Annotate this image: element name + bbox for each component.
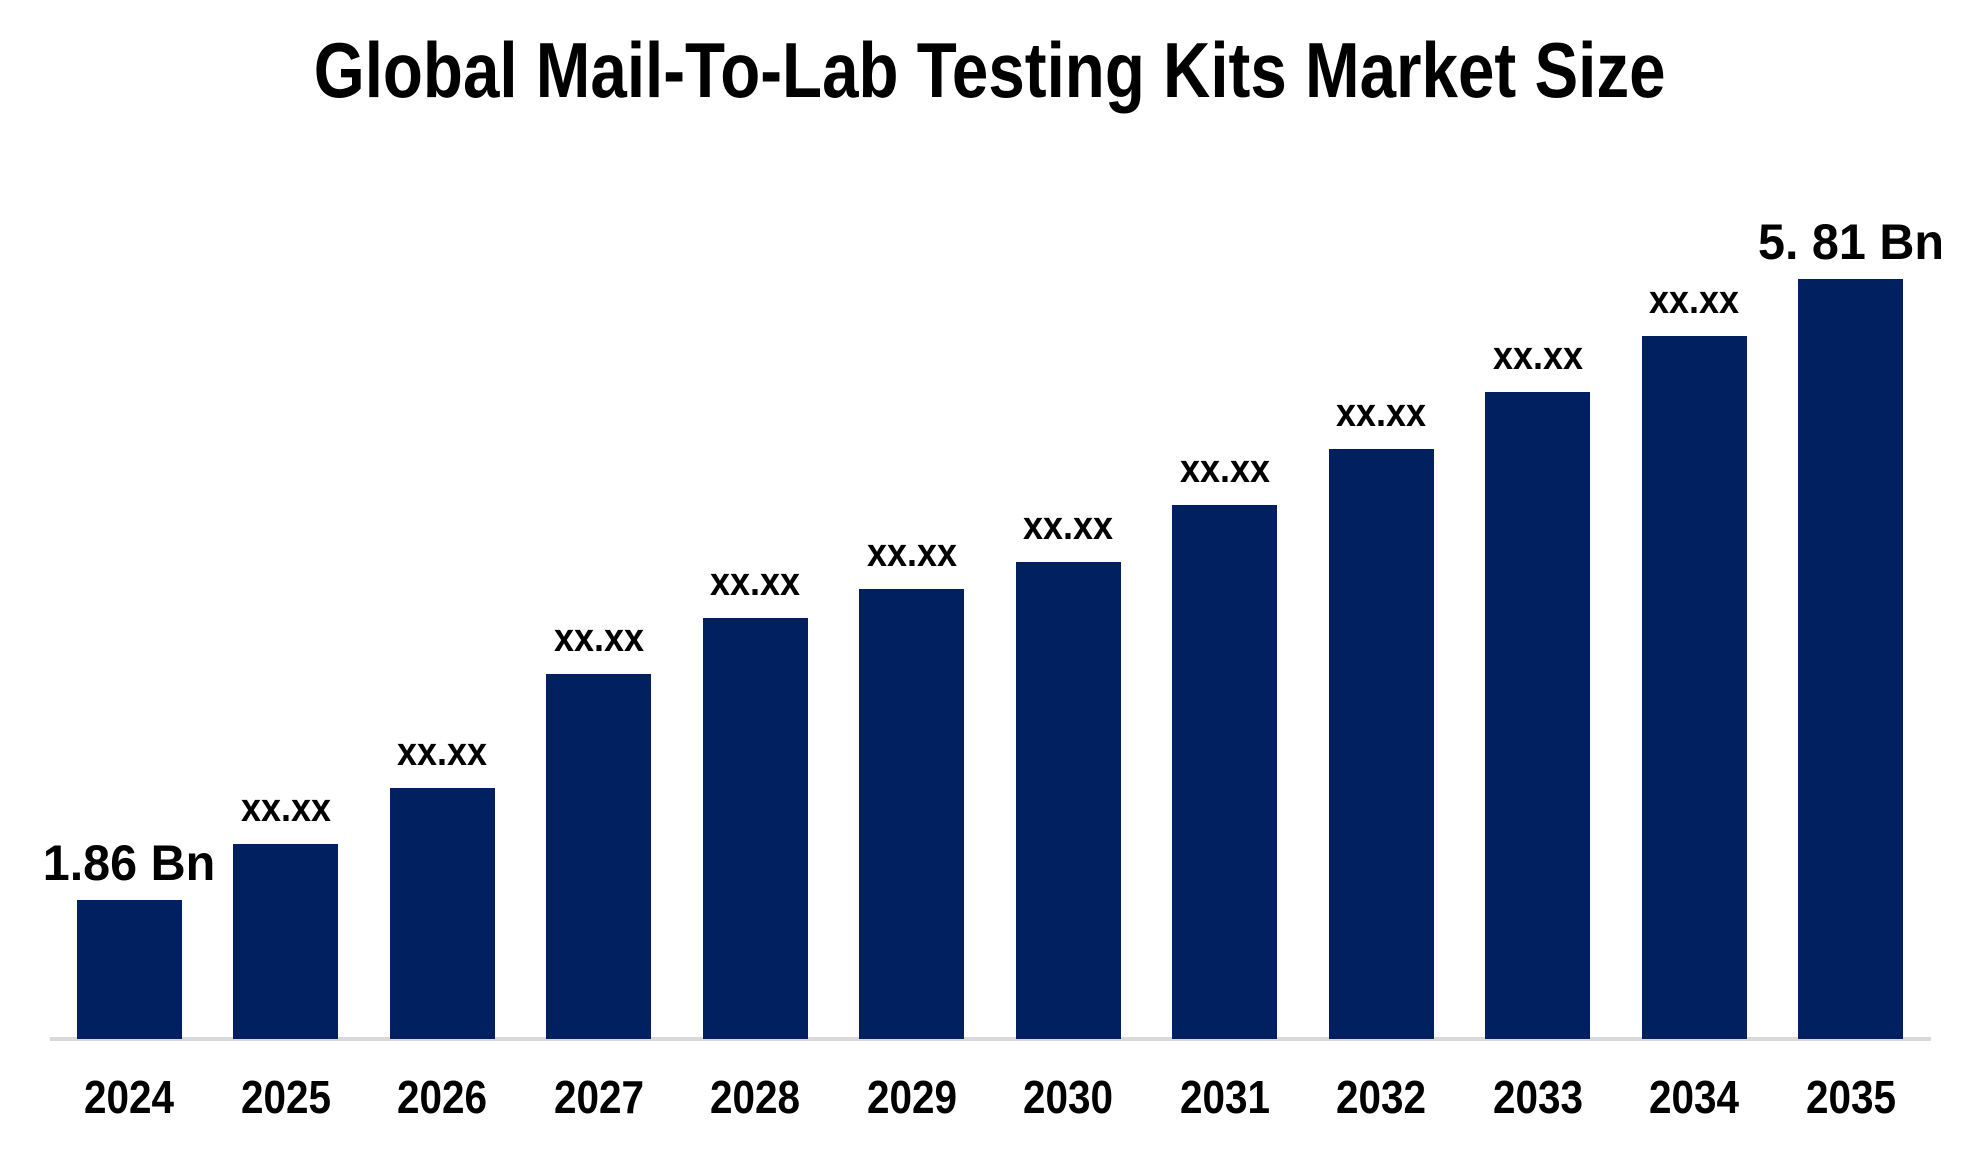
x-axis-tick-2026: 2026 bbox=[396, 1071, 488, 1123]
bar-2031 bbox=[1172, 505, 1277, 1039]
bar-2030 bbox=[1015, 562, 1121, 1039]
x-axis-tick-2033: 2033 bbox=[1492, 1071, 1583, 1123]
x-axis-tick-2024: 2024 bbox=[83, 1071, 175, 1123]
bar-2034 bbox=[1641, 336, 1747, 1039]
bar-2033 bbox=[1485, 392, 1590, 1039]
x-axis-tick-2029: 2029 bbox=[866, 1071, 957, 1123]
bar-value-label-2035: 5. 81 Bn bbox=[1757, 214, 1944, 270]
bar-2027 bbox=[546, 674, 651, 1039]
bar-value-label-2024: 1.86 Bn bbox=[42, 835, 216, 891]
bar-2025 bbox=[233, 844, 338, 1039]
bar-value-label-2025: xx.xx bbox=[240, 786, 331, 830]
x-axis-tick-2027: 2027 bbox=[553, 1071, 644, 1123]
bar-2024 bbox=[76, 900, 182, 1039]
bar-value-label-2030: xx.xx bbox=[1022, 504, 1114, 548]
bar-value-label-2027: xx.xx bbox=[553, 616, 644, 660]
x-axis-line bbox=[50, 1037, 1931, 1041]
bar-value-label-2026: xx.xx bbox=[396, 730, 488, 774]
bar-value-label-2029: xx.xx bbox=[866, 531, 957, 575]
bar-value-label-2031: xx.xx bbox=[1179, 447, 1270, 491]
bar-2035 bbox=[1798, 279, 1903, 1039]
x-axis-tick-2032: 2032 bbox=[1335, 1071, 1427, 1123]
bar-2029 bbox=[859, 589, 964, 1039]
x-axis-tick-2035: 2035 bbox=[1805, 1071, 1896, 1123]
x-axis-tick-2025: 2025 bbox=[240, 1071, 331, 1123]
bar-value-label-2034: xx.xx bbox=[1648, 278, 1740, 322]
x-axis-tick-2030: 2030 bbox=[1022, 1071, 1114, 1123]
bar-value-label-2028: xx.xx bbox=[709, 560, 801, 604]
x-axis-tick-2034: 2034 bbox=[1648, 1071, 1740, 1123]
bar-2028 bbox=[702, 618, 808, 1039]
x-axis-tick-2031: 2031 bbox=[1179, 1071, 1270, 1123]
bar-value-label-2032: xx.xx bbox=[1335, 391, 1427, 435]
chart-title-row: Global Mail-To-Lab Testing Kits Market S… bbox=[0, 26, 1980, 114]
bar-2032 bbox=[1328, 449, 1434, 1039]
chart-title: Global Mail-To-Lab Testing Kits Market S… bbox=[314, 26, 1666, 114]
x-axis-tick-2028: 2028 bbox=[709, 1071, 801, 1123]
bar-value-label-2033: xx.xx bbox=[1492, 334, 1583, 378]
bar-2026 bbox=[389, 788, 495, 1039]
